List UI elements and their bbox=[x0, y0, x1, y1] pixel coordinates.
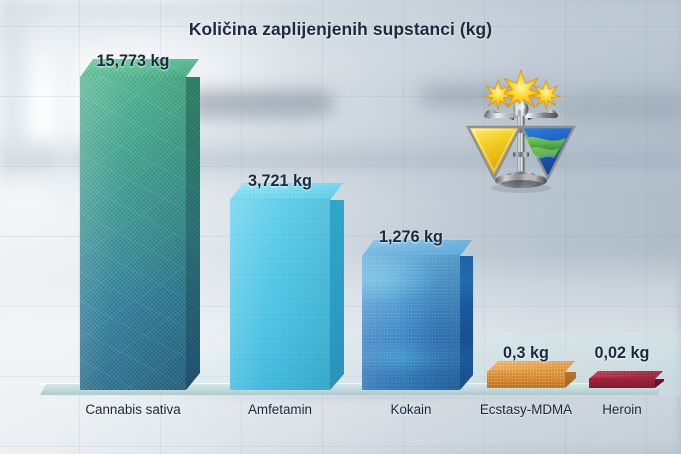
value-label-amfetamin: 3,721 kg bbox=[248, 172, 312, 190]
bar-front-face bbox=[589, 378, 655, 388]
bar-cannabis-sativa bbox=[80, 59, 200, 390]
value-label-kokain: 1,276 kg bbox=[379, 228, 443, 246]
bar-side-face bbox=[460, 256, 473, 390]
bar-front-face bbox=[230, 199, 330, 390]
background-blur-shape bbox=[0, 0, 26, 170]
platform-shadow bbox=[30, 394, 670, 414]
bar-side-face bbox=[565, 372, 576, 388]
bar-kokain bbox=[362, 240, 473, 390]
bar-top-face bbox=[589, 371, 663, 379]
bar-side-face bbox=[186, 77, 200, 390]
bar-heroin bbox=[589, 371, 664, 388]
category-label-amfetamin: Amfetamin bbox=[248, 402, 312, 417]
value-label-ecstasy: 0,3 kg bbox=[503, 344, 549, 362]
category-label-kokain: Kokain bbox=[390, 402, 432, 417]
value-label-cannabis: 15,773 kg bbox=[96, 52, 170, 70]
background-blur-shape bbox=[58, 0, 72, 210]
background-blur-shape bbox=[188, 92, 334, 114]
category-label-ecstasy: Ecstasy-MDMA bbox=[479, 402, 573, 417]
category-label-cannabis: Cannabis sativa bbox=[85, 402, 181, 417]
platform-front-face bbox=[40, 384, 662, 395]
bar-side-face bbox=[655, 379, 664, 388]
value-label-heroin: 0,02 kg bbox=[594, 344, 650, 362]
balance-scale-icon bbox=[462, 66, 580, 194]
page-title: Količina zaplijenjenih supstanci (kg) bbox=[188, 19, 493, 39]
bar-front-face bbox=[362, 255, 460, 390]
bar-front-face bbox=[80, 76, 186, 390]
bar-top-face bbox=[362, 240, 472, 256]
background-blur-shape bbox=[556, 96, 681, 120]
bar-side-face bbox=[330, 200, 344, 390]
bar-top-face bbox=[230, 183, 343, 200]
bar-top-face bbox=[487, 361, 575, 372]
category-label-heroin: Heroin bbox=[602, 402, 642, 417]
bar-top-face bbox=[80, 59, 199, 77]
background-blur-shape bbox=[188, 104, 308, 120]
bar-ecstasy-mdma bbox=[487, 361, 576, 388]
bar-amfetamin bbox=[230, 183, 344, 390]
bar-front-face bbox=[487, 371, 565, 388]
